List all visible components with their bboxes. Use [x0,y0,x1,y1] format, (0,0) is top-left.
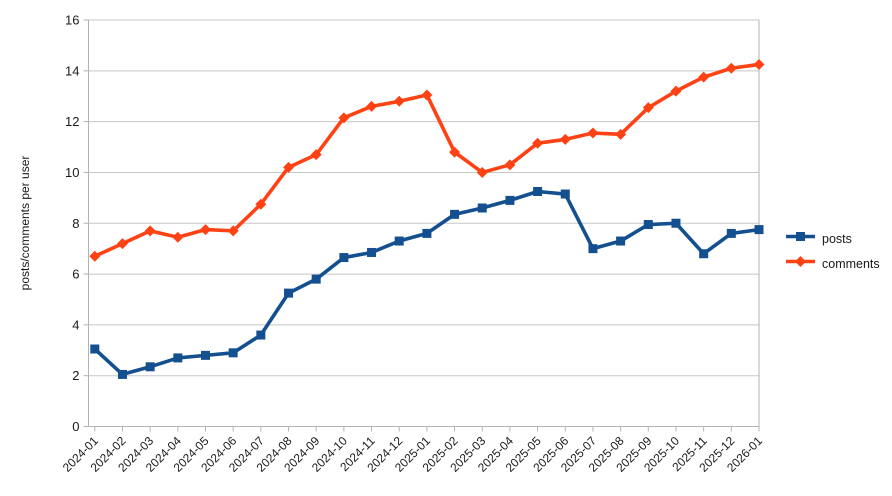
posts-point [256,330,266,340]
posts-point [754,225,764,235]
comments-point [421,89,433,101]
posts-point [726,228,736,238]
posts-point [173,353,183,363]
comments-point [504,159,516,171]
comments-point [753,58,765,70]
comments-point [338,112,350,124]
y-tick-label: 14 [65,63,79,78]
comments-point [725,62,737,74]
posts-point [560,189,570,199]
posts-point [671,218,681,228]
posts-line [93,189,761,377]
comments-point [144,225,156,237]
y-tick-label: 8 [72,216,79,231]
posts-point [422,228,432,238]
comments-point [670,85,682,97]
comments-point [116,238,128,250]
legend-item-posts[interactable]: posts [786,230,880,248]
comments-point [255,198,267,210]
y-tick-label: 2 [72,368,79,383]
comments-point [476,166,488,178]
comments-point [587,127,599,139]
posts-point [339,253,349,263]
comments-point [393,95,405,107]
comments-series-marker-icon [786,255,816,273]
comments-point [310,149,322,161]
y-tick-label: 0 [72,419,79,434]
legend-item-comments[interactable]: comments [786,255,880,273]
comments-point [227,225,239,237]
y-tick-label: 6 [72,267,79,282]
comments-point [172,231,184,243]
posts-point [117,369,127,379]
comments-point [532,137,544,149]
posts-point [367,247,377,257]
posts-point [311,274,321,284]
posts-point [201,350,210,360]
comments-point [642,102,654,114]
comments-point [89,250,101,262]
posts-point [228,348,238,358]
y-tick-label: 10 [65,165,79,180]
legend-label-comments: comments [822,256,880,271]
posts-point [450,209,460,219]
posts-point [284,288,294,298]
comments-point [615,128,627,140]
posts-point [588,244,598,254]
y-tick-label: 12 [65,114,79,129]
posts-point [477,203,487,213]
y-axis-title: posts/comments per user [18,155,32,291]
legend-label-posts: posts [822,231,852,246]
comments-point [283,161,295,173]
y-tick-label: 16 [65,13,79,28]
posts-point [643,220,653,230]
posts-point [616,236,626,246]
comments-point [449,146,461,158]
comments-point [366,100,378,112]
comments-point [559,133,571,145]
posts-point [90,344,100,354]
posts-point [145,362,155,372]
posts-point [699,249,709,259]
comments-point [698,71,710,83]
posts-point [533,186,543,196]
posts-point [394,236,404,246]
comments-point [200,224,211,236]
y-tick-label: 4 [72,317,79,332]
legend: posts comments [786,230,880,273]
posts-point [505,195,515,205]
posts-series-marker-icon [786,230,816,248]
